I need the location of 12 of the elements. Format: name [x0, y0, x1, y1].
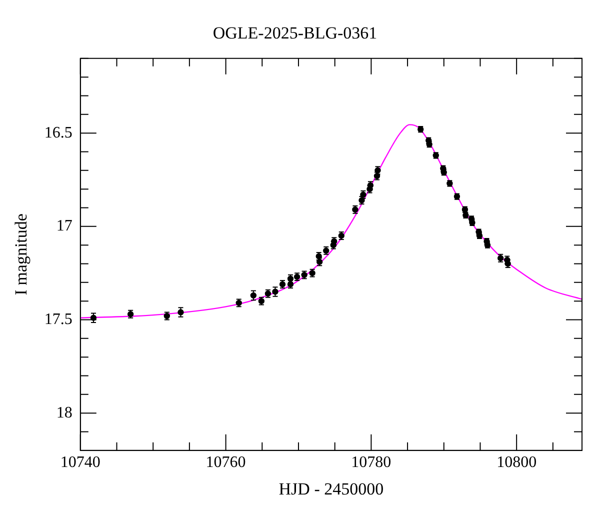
line-series [80, 124, 582, 318]
chart-title: OGLE-2025-BLG-0361 [212, 24, 378, 43]
y-tick-label: 16.5 [44, 124, 72, 142]
x-tick-label: 10760 [206, 454, 246, 472]
y-tick-label: 17 [56, 218, 72, 235]
y-tick-label: 17.5 [44, 310, 72, 328]
y-tick-label: 18 [56, 404, 72, 422]
x-axis-title: HJD - 2450000 [278, 479, 384, 498]
x-tick-label: 10780 [351, 454, 392, 472]
x-tick-label: 10740 [60, 454, 100, 472]
x-tick-label: 10800 [496, 454, 537, 472]
y-axis-title: I magnitude [12, 214, 31, 296]
